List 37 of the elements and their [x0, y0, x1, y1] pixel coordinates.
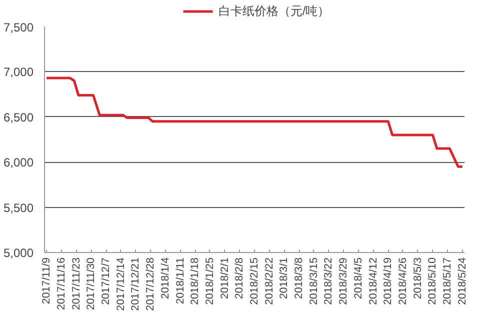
y-tick-label: 6,500: [3, 110, 34, 124]
x-tick-label: 2018/5/10: [426, 257, 439, 305]
x-tick-label: 2018/4/26: [396, 257, 409, 305]
x-tick-label: 2017/11/30: [85, 257, 98, 310]
y-tick-label: 7,000: [3, 65, 34, 80]
x-tick-label: 2018/5/17: [442, 257, 454, 305]
x-tick-label: 2018/2/1: [218, 257, 231, 299]
x-tick-label: 2018/5/3: [412, 257, 424, 299]
x-tick-label: 2017/12/28: [144, 257, 157, 311]
x-tick-label: 2018/3/15: [308, 257, 320, 305]
x-tick-label: 2018/2/15: [248, 257, 260, 305]
line-series: [45, 76, 464, 168]
y-tick-label: 5,500: [3, 200, 34, 215]
x-tick-label: 2018/2/8: [234, 257, 246, 299]
x-tick-label: 2017/12/21: [130, 257, 142, 311]
x-tick-label: 2018/1/11: [174, 257, 186, 304]
x-tick-label: 2018/1/18: [189, 257, 202, 305]
x-tick-label: 2017/11/9: [40, 257, 53, 304]
x-tick-label: 2017/12/7: [100, 257, 112, 305]
y-tick-label: 6,000: [3, 156, 34, 170]
x-tick-label: 2018/1/25: [204, 257, 216, 305]
x-tick-label: 2018/4/12: [367, 257, 380, 305]
x-tick-label: 2017/11/23: [70, 257, 82, 310]
legend-label: 白卡纸价格（元/吨）: [218, 2, 330, 20]
y-tick-label: 7,500: [3, 20, 34, 34]
x-tick-label: 2018/4/5: [352, 257, 364, 299]
x-tick-label: 2018/5/24: [456, 257, 468, 305]
x-tick-label: 2018/1/4: [159, 257, 172, 299]
x-tick-label: 2018/3/8: [293, 257, 306, 299]
y-tick-label: 5,000: [3, 246, 34, 260]
x-tick-label: 2018/3/22: [322, 257, 335, 305]
x-tick-label: 2018/3/29: [338, 257, 350, 305]
x-tick-label: 2017/12/14: [114, 257, 127, 311]
x-tick-label: 2018/4/19: [382, 257, 394, 305]
x-tick-label: 2018/3/1: [278, 257, 290, 299]
x-tick-label: 2018/2/22: [263, 257, 276, 305]
x-tick-label: 2017/11/16: [55, 257, 68, 310]
